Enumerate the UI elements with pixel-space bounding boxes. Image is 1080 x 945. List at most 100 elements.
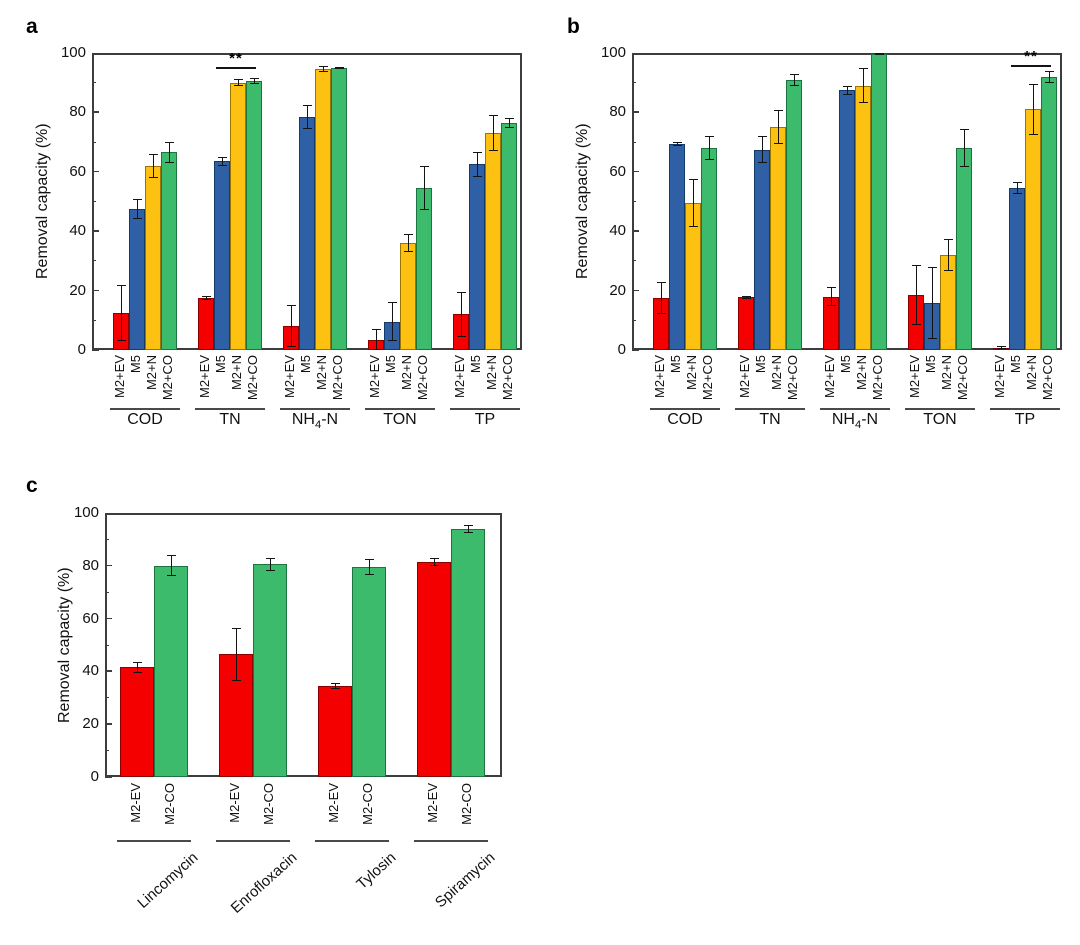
x-series-label: M2+EV bbox=[652, 355, 667, 398]
bar-b-1-M5 bbox=[754, 149, 770, 350]
error-cap-top bbox=[504, 117, 514, 119]
error-cap-bottom bbox=[927, 337, 937, 339]
error-cap-bottom bbox=[302, 127, 312, 129]
error-cap-top bbox=[874, 53, 884, 54]
error-cap-bottom bbox=[996, 348, 1006, 350]
error-cap-bottom bbox=[364, 574, 374, 576]
y-tick-label: 20 bbox=[82, 715, 99, 733]
error-bar bbox=[862, 67, 864, 104]
error-cap-top bbox=[419, 165, 429, 167]
x-series-label: M2+N bbox=[769, 355, 784, 391]
error-cap-bottom bbox=[741, 297, 751, 299]
error-bar bbox=[237, 79, 239, 87]
error-bar bbox=[423, 165, 425, 211]
y-tick-label: 40 bbox=[69, 222, 86, 240]
error-cap-top bbox=[318, 65, 328, 67]
bar-a-4-M5 bbox=[469, 164, 485, 350]
error-cap-bottom bbox=[233, 85, 243, 87]
y-minor-tick bbox=[92, 260, 96, 262]
error-bar bbox=[368, 559, 370, 576]
error-cap-top bbox=[371, 329, 381, 331]
y-major-tick bbox=[92, 289, 99, 292]
x-series-label: M5 bbox=[838, 355, 853, 374]
x-series-label: M2+N bbox=[399, 355, 414, 391]
bar-a-0-M5 bbox=[129, 208, 145, 350]
group-underline bbox=[110, 408, 180, 410]
group-label: TON bbox=[923, 411, 957, 428]
significance-stars: ** bbox=[1024, 47, 1038, 65]
bar-b-2-M5 bbox=[839, 90, 855, 350]
error-bar bbox=[963, 128, 965, 168]
y-minor-tick bbox=[92, 82, 96, 84]
error-bar bbox=[391, 302, 393, 342]
x-series-label: M2+CO bbox=[160, 355, 175, 401]
error-cap-top bbox=[334, 66, 344, 68]
y-tick-label: 0 bbox=[617, 341, 626, 358]
y-major-tick bbox=[632, 170, 639, 173]
error-bar bbox=[120, 284, 122, 342]
x-series-label: M2+N bbox=[229, 355, 244, 391]
x-series-label: M2+N bbox=[939, 355, 954, 391]
y-tick-label: 20 bbox=[69, 281, 86, 299]
error-cap-bottom bbox=[132, 671, 142, 673]
error-cap-top bbox=[286, 305, 296, 307]
x-series-label: M2-CO bbox=[261, 783, 276, 825]
y-major-tick bbox=[105, 776, 112, 778]
y-minor-tick bbox=[632, 260, 636, 262]
x-series-label: M2-EV bbox=[425, 783, 440, 823]
error-cap-bottom bbox=[757, 161, 767, 163]
group-label: TP bbox=[1014, 411, 1036, 428]
group-underline bbox=[650, 408, 720, 410]
bar-b-2-M2+N bbox=[855, 85, 871, 350]
error-cap-top bbox=[456, 292, 466, 294]
error-cap-bottom bbox=[201, 299, 211, 301]
x-series-label: M2+EV bbox=[367, 355, 382, 398]
error-cap-bottom bbox=[826, 305, 836, 307]
error-cap-bottom bbox=[371, 349, 381, 350]
error-bar bbox=[1000, 346, 1002, 350]
x-series-label: M2+N bbox=[314, 355, 329, 391]
error-bar bbox=[269, 557, 271, 572]
x-series-label: M2+EV bbox=[282, 355, 297, 398]
error-bar bbox=[1032, 84, 1034, 135]
error-cap-top bbox=[927, 267, 937, 269]
y-tick-label: 60 bbox=[609, 162, 626, 180]
group-underline bbox=[216, 840, 290, 842]
error-cap-top bbox=[148, 153, 158, 155]
bar-a-2-M5 bbox=[299, 116, 315, 350]
bar-a-2-M2+N bbox=[315, 68, 331, 350]
x-series-label: M2+N bbox=[854, 355, 869, 391]
bar-b-1-M2+CO bbox=[786, 79, 802, 350]
error-cap-top bbox=[403, 234, 413, 236]
error-cap-top bbox=[1028, 84, 1038, 86]
group-underline bbox=[820, 408, 890, 410]
error-cap-bottom bbox=[943, 270, 953, 272]
error-cap-bottom bbox=[403, 250, 413, 252]
error-cap-bottom bbox=[217, 164, 227, 166]
x-series-label: M2-EV bbox=[227, 783, 242, 823]
error-cap-top bbox=[132, 198, 142, 200]
error-cap-top bbox=[826, 287, 836, 289]
error-cap-bottom bbox=[656, 313, 666, 315]
y-tick-label: 40 bbox=[82, 662, 99, 680]
bar-c-0-M2-EV bbox=[120, 667, 154, 777]
y-tick-label: 60 bbox=[82, 609, 99, 627]
y-minor-tick bbox=[92, 141, 96, 143]
error-bar bbox=[433, 557, 435, 566]
group-underline bbox=[990, 408, 1060, 410]
bar-c-3-M2-EV bbox=[417, 561, 451, 777]
x-series-label: M2-EV bbox=[128, 783, 143, 823]
y-major-tick bbox=[632, 289, 639, 292]
error-bar bbox=[290, 305, 292, 348]
y-tick-label: 60 bbox=[69, 162, 86, 180]
error-cap-bottom bbox=[286, 346, 296, 348]
y-tick-label: 20 bbox=[609, 281, 626, 299]
error-cap-top bbox=[858, 67, 868, 69]
group-underline bbox=[315, 840, 389, 842]
bar-a-1-M2+N bbox=[230, 82, 246, 350]
group-label: Tylosin bbox=[353, 849, 400, 893]
y-major-tick bbox=[92, 349, 99, 351]
error-cap-top bbox=[217, 156, 227, 158]
error-cap-bottom bbox=[249, 83, 259, 85]
